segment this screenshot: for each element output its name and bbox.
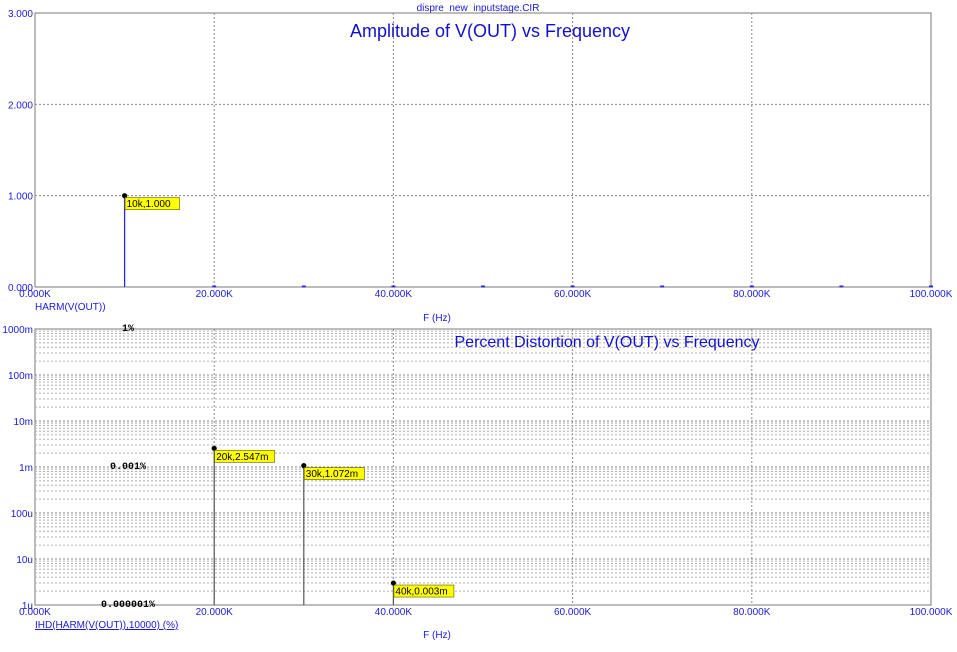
harmonic-bar [481,285,485,288]
x-tick-label: 80.000K [733,607,771,618]
point-label-text: 10k,1.000 [127,199,171,210]
x-tick-label: 20.000K [196,607,234,618]
harmonic-bar [749,285,754,288]
percent-marker: 0.001% [110,462,146,473]
harmonic-bar [570,285,575,288]
data-point [390,580,396,586]
point-label-box [393,584,455,598]
x-axis-label: F (Hz) [423,313,451,324]
y-tick-label: 100u [11,509,33,520]
x-tick-label: 80.000K [733,289,771,300]
y-tick-label: 0.000 [8,283,33,294]
distortion-chart: 1u 10u 100u 1m 10m 100m 1000m 0.000K 20.000K 40.… [2,324,952,641]
annotations: 20k,2.547m 30k,1.072m 40k,0.003m [214,449,455,598]
trace-label[interactable]: HARM(V(OUT)) [35,302,106,313]
y-tick-label: 1m [19,463,33,474]
x-tick-label: 40.000K [375,607,413,618]
annotations: 10k,1.000 [124,197,180,211]
point-label-box [124,197,180,211]
y-axis-ticks: 0.000 1.000 2.000 3.000 [8,9,33,294]
x-tick-label: 0.000K [19,289,51,300]
data-point [211,445,217,451]
x-tick-label: 0.000K [19,607,51,618]
x-tick-label: 20.000K [196,289,234,300]
y-tick-label: 10u [16,555,33,566]
point-label-text: 40k,0.003m [395,587,447,598]
percent-marker: 1% [122,324,134,335]
point-label: 40k,0.003m [393,584,455,598]
data-marks [122,193,933,288]
chart-title: Amplitude of V(OUT) vs Frequency [350,21,630,41]
point-label: 20k,2.547m [214,449,276,463]
x-tick-label: 40.000K [375,289,413,300]
point-label-box [214,449,276,463]
trace-label[interactable]: IHD(HARM(V(OUT)),10000) (%) [35,620,178,631]
window-title: dispre_new_inputstage.CIR [417,3,540,14]
x-axis-label: F (Hz) [423,630,451,641]
point-label-text: 30k,1.072m [306,469,358,480]
point-label-text: 20k,2.547m [216,452,268,463]
amplitude-chart: 0.000 1.000 2.000 3.000 0.000K 20.000K 40.000… [8,9,953,324]
grid [35,13,931,287]
point-label: 10k,1.000 [124,197,180,211]
plot-frame [34,12,932,288]
y-tick-label: 3.000 [8,9,33,20]
chart-title: Percent Distortion of V(OUT) vs Frequenc… [455,334,760,351]
y-tick-label: 2.000 [8,100,33,111]
y-tick-label: 1u [22,601,33,612]
y-tick-label: 1.000 [8,192,33,203]
data-point [301,463,307,469]
x-tick-label: 60.000K [554,607,592,618]
y-axis-ticks: 1u 10u 100u 1m 10m 100m 1000m [2,325,33,612]
x-tick-label: 100.000K [910,607,953,618]
x-tick-label: 60.000K [554,289,592,300]
harmonic-bar [301,285,306,288]
percent-markers: 1% 0.001% 0.000001% [101,324,155,611]
harmonic-bar [929,285,933,288]
data-marks [211,445,396,605]
x-tick-label: 100.000K [910,289,953,300]
y-tick-label: 10m [14,417,33,428]
x-axis-ticks: 0.000K 20.000K 40.000K 60.000K 80.000K 100.00… [19,607,953,618]
data-point [122,193,128,199]
x-axis-ticks: 0.000K 20.000K 40.000K 60.000K 80.000K 100.00… [19,289,953,300]
grid [35,329,931,605]
harmonic-bar [839,285,844,288]
point-label: 30k,1.072m [303,467,365,480]
y-tick-label: 1000m [2,325,33,336]
harmonic-bar [212,285,217,288]
y-tick-label: 100m [8,371,33,382]
point-label-box [303,467,365,480]
harmonic-bar [391,285,396,288]
percent-marker: 0.000001% [101,600,155,611]
harmonic-bar [660,285,665,288]
